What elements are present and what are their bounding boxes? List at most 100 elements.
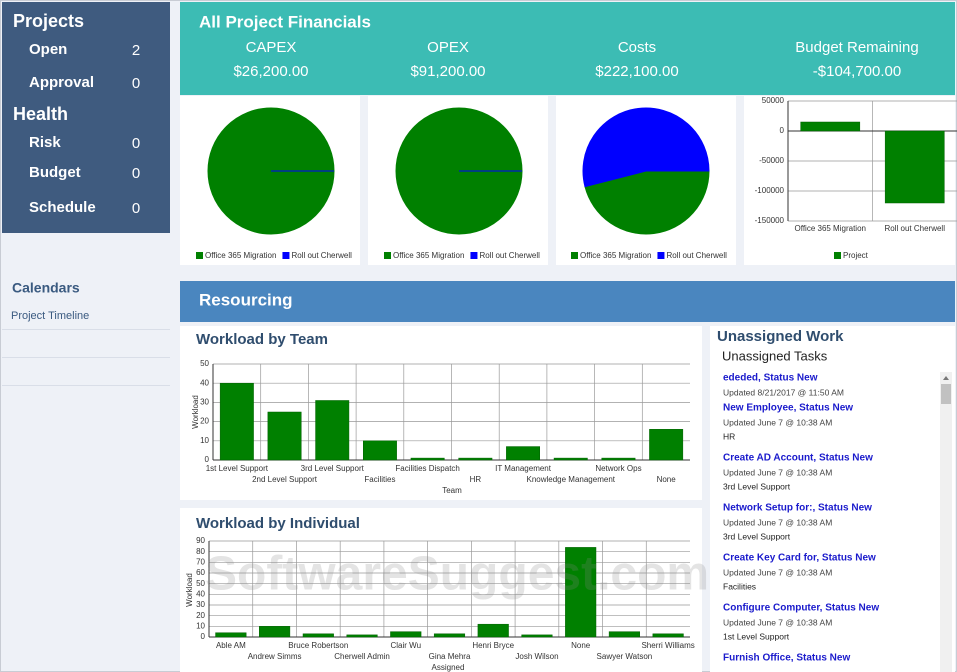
bar[interactable] xyxy=(346,634,378,638)
bar[interactable] xyxy=(608,631,640,638)
bar[interactable] xyxy=(215,632,247,638)
status-label[interactable]: Budget xyxy=(29,164,81,181)
bar[interactable] xyxy=(884,130,945,204)
legend-swatch xyxy=(384,252,391,259)
bar[interactable] xyxy=(565,547,597,638)
bar[interactable] xyxy=(315,400,350,461)
legend-swatch xyxy=(834,252,841,259)
financials-header xyxy=(180,2,955,95)
metric-label: CAPEX xyxy=(246,39,297,56)
task-title[interactable]: Create AD Account, Status New xyxy=(723,453,873,464)
task-updated: Updated 8/21/2017 @ 11:50 AM xyxy=(723,387,844,397)
task-title[interactable]: Create Key Card for, Status New xyxy=(723,553,876,564)
resourcing-header xyxy=(180,281,955,322)
y-tick-label: 0 xyxy=(201,632,206,641)
y-tick-label: 20 xyxy=(196,611,205,620)
status-count: 0 xyxy=(132,200,140,217)
x-tick-label: None xyxy=(571,641,591,650)
y-tick-label: 10 xyxy=(196,621,205,630)
bar[interactable] xyxy=(800,121,861,132)
x-tick-label: 3rd Level Support xyxy=(301,464,365,473)
metric-value: $26,200.00 xyxy=(233,63,308,80)
task-updated: Updated June 7 @ 10:38 AM xyxy=(723,517,832,527)
task-updated: Updated June 7 @ 10:38 AM xyxy=(723,567,832,577)
y-tick-label: -50000 xyxy=(759,156,784,165)
section-title: Calendars xyxy=(12,280,80,296)
status-label[interactable]: Schedule xyxy=(29,199,96,216)
bar[interactable] xyxy=(390,631,422,638)
chart-title: Workload by Team xyxy=(196,331,328,348)
task-updated: Updated June 7 @ 10:38 AM xyxy=(723,417,832,427)
bar[interactable] xyxy=(433,633,466,638)
bar[interactable] xyxy=(363,440,397,461)
x-tick-label: Roll out Cherwell xyxy=(885,224,946,233)
panel-title: Unassigned Work xyxy=(717,328,844,345)
metric-value: -$104,700.00 xyxy=(813,63,901,80)
bar[interactable] xyxy=(553,457,588,461)
x-tick-label: None xyxy=(657,475,677,484)
bar[interactable] xyxy=(652,633,684,638)
bar[interactable] xyxy=(521,634,553,638)
bar[interactable] xyxy=(219,382,254,461)
legend-label: Roll out Cherwell xyxy=(291,251,352,260)
sidebar-panel xyxy=(2,2,170,233)
metric-label: OPEX xyxy=(427,39,469,56)
y-tick-label: -100000 xyxy=(755,186,785,195)
x-tick-label: Facilities Dispatch xyxy=(395,464,459,473)
bar[interactable] xyxy=(302,633,334,638)
x-tick-label: Gina Mehra xyxy=(429,652,471,661)
scroll-arrow[interactable] xyxy=(943,376,949,380)
scrollbar-thumb[interactable] xyxy=(941,384,951,404)
bar[interactable] xyxy=(477,623,509,638)
calendar-link[interactable]: Project Timeline xyxy=(11,310,89,322)
bar[interactable] xyxy=(458,457,493,461)
legend-swatch xyxy=(571,252,578,259)
x-tick-label: Bruce Robertson xyxy=(288,641,348,650)
y-tick-label: 90 xyxy=(196,536,205,545)
y-axis-label: Workload xyxy=(185,573,194,607)
metric-value: $91,200.00 xyxy=(410,63,485,80)
task-updated: Updated June 7 @ 10:38 AM xyxy=(723,617,832,627)
y-tick-label: 20 xyxy=(200,417,209,426)
status-count: 0 xyxy=(132,135,140,152)
x-tick-label: Clair Wu xyxy=(391,641,422,650)
status-count: 2 xyxy=(132,42,140,59)
x-tick-label: 1st Level Support xyxy=(206,464,269,473)
panel-subtitle: Unassigned Tasks xyxy=(722,348,828,363)
task-title[interactable]: Configure Computer, Status New xyxy=(723,603,879,614)
bar[interactable] xyxy=(601,457,636,461)
bar[interactable] xyxy=(267,411,302,461)
bar[interactable] xyxy=(259,626,291,638)
status-label[interactable]: Risk xyxy=(29,134,61,151)
y-tick-label: 50000 xyxy=(762,96,785,105)
x-tick-label: HR xyxy=(470,475,482,484)
status-label[interactable]: Open xyxy=(29,41,67,58)
legend-label: Roll out Cherwell xyxy=(666,251,727,260)
bar[interactable] xyxy=(649,429,684,461)
legend-swatch xyxy=(282,252,290,259)
x-tick-label: Cherwell Admin xyxy=(334,652,390,661)
bar[interactable] xyxy=(506,446,540,461)
y-tick-label: 30 xyxy=(196,600,205,609)
header-title: Resourcing xyxy=(199,290,293,309)
pie-slice xyxy=(584,170,710,235)
bar[interactable] xyxy=(410,457,445,461)
x-tick-label: Henri Bryce xyxy=(472,641,514,650)
metric-label: Budget Remaining xyxy=(795,39,918,56)
status-label[interactable]: Approval xyxy=(29,74,94,91)
task-title[interactable]: Network Setup for:, Status New xyxy=(723,503,872,514)
x-tick-label: 2nd Level Support xyxy=(252,475,318,484)
legend-swatch xyxy=(470,252,478,259)
y-tick-label: 30 xyxy=(200,398,209,407)
y-tick-label: 10 xyxy=(200,436,209,445)
legend-label: Project xyxy=(843,251,869,260)
task-title[interactable]: New Employee, Status New xyxy=(723,403,853,414)
task-title[interactable]: Furnish Office, Status New xyxy=(723,653,850,664)
task-team: 3rd Level Support xyxy=(723,481,791,491)
section-title: Health xyxy=(13,104,68,124)
task-title[interactable]: ededed, Status New xyxy=(723,373,818,384)
scrollbar[interactable] xyxy=(940,372,952,672)
x-tick-label: Able AM xyxy=(216,641,246,650)
